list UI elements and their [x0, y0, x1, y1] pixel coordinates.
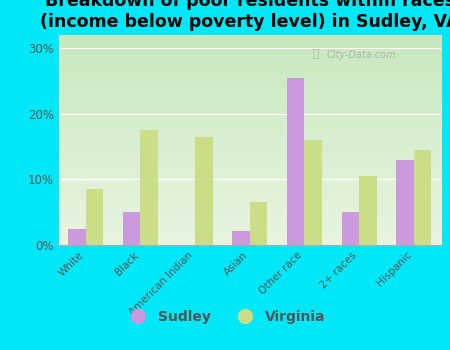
- Bar: [287, 78, 304, 245]
- Bar: [304, 140, 322, 245]
- Bar: [232, 231, 250, 245]
- Bar: [414, 150, 431, 245]
- Bar: [86, 189, 104, 245]
- Text: ⦾: ⦾: [313, 49, 320, 59]
- Bar: [123, 212, 140, 245]
- Bar: [342, 212, 359, 245]
- Bar: [396, 160, 414, 245]
- Bar: [195, 137, 212, 245]
- Legend: Sudley, Virginia: Sudley, Virginia: [119, 304, 331, 329]
- Bar: [68, 229, 86, 245]
- Bar: [250, 202, 267, 245]
- Bar: [140, 130, 158, 245]
- Text: City-Data.com: City-Data.com: [326, 50, 396, 60]
- Bar: [359, 176, 377, 245]
- Title: Breakdown of poor residents within races
(income below poverty level) in Sudley,: Breakdown of poor residents within races…: [40, 0, 450, 31]
